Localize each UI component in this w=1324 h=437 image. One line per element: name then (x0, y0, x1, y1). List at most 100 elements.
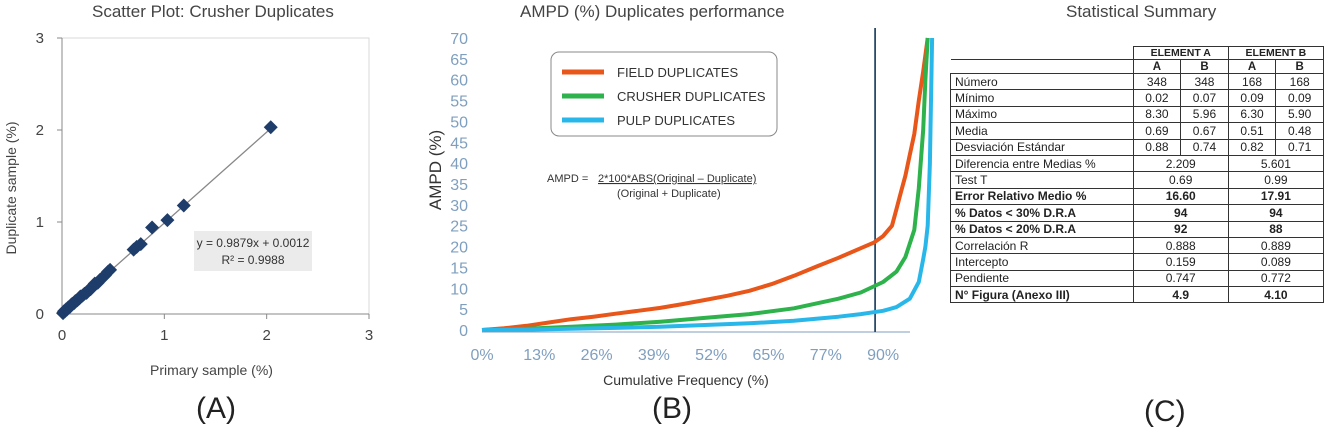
ampd-x-tick-label: 65% (752, 347, 784, 364)
table-cell: 0.48 (1275, 122, 1324, 140)
table-row-label: Mínimo (950, 89, 1134, 107)
table-row-label: Error Relativo Medio % (950, 187, 1134, 206)
table-cell: 4.10 (1227, 286, 1324, 304)
table-row: Diferencia entre Medias % 2.209 5.601 (950, 154, 1324, 173)
ampd-x-tick-label: 90% (867, 347, 899, 364)
table-cell: 5.601 (1227, 154, 1324, 173)
table-row-label: % Datos < 30% D.R.A (950, 204, 1134, 222)
table-row: Máximo 8.30 5.96 6.30 5.90 (950, 105, 1324, 124)
table-row: Media 0.69 0.67 0.51 0.48 (950, 122, 1324, 140)
panel-label-c: (C) (1144, 395, 1186, 428)
table-cell: 0.02 (1132, 89, 1182, 107)
table-row: % Datos < 20% D.R.A 92 88 (950, 220, 1324, 238)
table-cell: 0.09 (1227, 89, 1277, 107)
table-row: Número 348 348 168 168 (950, 72, 1324, 91)
table-cell: 4.9 (1132, 286, 1229, 304)
table-cell: 0.71 (1275, 138, 1324, 156)
scatter-title: Scatter Plot: Crusher Duplicates (92, 2, 334, 21)
table-cell: 0.74 (1180, 138, 1229, 156)
table-cell: 0.089 (1227, 253, 1324, 271)
scatter-x-tick-label: 0 (58, 327, 66, 344)
table-group-header: ELEMENT B (1227, 46, 1324, 60)
stats-title: Statistical Summary (1066, 2, 1217, 21)
ampd-y-axis-label: AMPD (%) (426, 130, 445, 210)
ampd-y-tick-label: 55 (450, 94, 468, 111)
table-cell: 5.90 (1275, 105, 1324, 124)
table-corner-cell (950, 59, 1134, 74)
scatter-y-axis-label: Duplicate sample (%) (3, 121, 19, 254)
table-row-label: N° Figura (Anexo III) (950, 286, 1134, 304)
table-cell: 0.69 (1132, 171, 1229, 189)
scatter-point (133, 237, 148, 252)
scatter-y-tick-label: 1 (36, 214, 44, 231)
scatter-plot: 0 1 2 3 0 1 2 3 y = 0.9879x + 0.0012 R² = 0.9988 P… (3, 30, 373, 378)
ampd-y-tick-label: 50 (450, 114, 468, 131)
panel-label-b: (B) (652, 392, 692, 425)
table-cell: 5.96 (1180, 105, 1229, 124)
table-cell: 0.67 (1180, 122, 1229, 140)
legend-label: PULP DUPLICATES (617, 113, 735, 128)
table-row-label: Máximo (950, 105, 1134, 124)
scatter-y-tick-label: 0 (36, 306, 44, 323)
ampd-series-line (481, 37, 935, 332)
table-row-label: Media (950, 122, 1134, 140)
scatter-x-tick-label: 1 (160, 327, 168, 344)
table-row-label: Test T (950, 171, 1134, 189)
table-cell: 94 (1227, 204, 1324, 222)
scatter-point (263, 120, 278, 135)
ampd-y-tick-label: 5 (459, 302, 468, 319)
ampd-y-tick-label: 0 (459, 323, 468, 340)
table-cell: 168 (1227, 72, 1277, 91)
ampd-x-tick-label: 77% (810, 347, 842, 364)
table-row: Error Relativo Medio % 16.60 17.91 (950, 187, 1324, 206)
table-row-label: Número (950, 72, 1134, 91)
table-row-label: Diferencia entre Medias % (950, 154, 1134, 173)
table-cell: 0.888 (1132, 236, 1229, 255)
table-row: Pendiente 0.747 0.772 (950, 269, 1324, 288)
table-row-label: Intercepto (950, 253, 1134, 271)
ampd-series-line (481, 37, 930, 332)
scatter-y-tick-label: 3 (36, 30, 44, 47)
panel-label-a: (A) (196, 392, 236, 425)
ampd-y-tick-label: 60 (450, 73, 468, 90)
table-cell: 0.889 (1227, 236, 1324, 255)
trendline-equation-box (194, 231, 312, 271)
table-cell: 2.209 (1132, 154, 1229, 173)
table-corner-cell (950, 46, 1134, 60)
ampd-y-tick-label: 35 (450, 177, 468, 194)
ampd-series-line (481, 37, 930, 332)
table-row-label: Correlación R (950, 236, 1134, 255)
r-squared-label: R² = 0.9988 (221, 253, 284, 267)
scatter-point (160, 213, 175, 228)
table-row: Correlación R 0.888 0.889 (950, 236, 1324, 255)
table-subheader: A (1227, 59, 1277, 74)
ampd-formula-numerator: 2*100*ABS(Original – Duplicate) (598, 173, 756, 185)
table-cell: 92 (1132, 220, 1229, 238)
ampd-formula-denominator: (Original + Duplicate) (617, 188, 721, 200)
scatter-point (145, 220, 160, 235)
ampd-x-tick-label: 26% (581, 347, 613, 364)
table-cell: 17.91 (1227, 187, 1324, 206)
table-cell: 348 (1132, 72, 1182, 91)
table-row: Mínimo 0.02 0.07 0.09 0.09 (950, 89, 1324, 107)
trendline-equation: y = 0.9879x + 0.0012 (197, 236, 310, 250)
table-row: Test T 0.69 0.99 (950, 171, 1324, 189)
table-cell: 0.88 (1132, 138, 1182, 156)
ampd-y-tick-label: 25 (450, 219, 468, 236)
table-cell: 0.51 (1227, 122, 1277, 140)
scatter-point (103, 262, 118, 277)
table-cell: 0.99 (1227, 171, 1324, 189)
table-cell: 0.09 (1275, 89, 1324, 107)
table-subheader: B (1275, 59, 1324, 74)
ampd-y-tick-label: 40 (450, 156, 468, 173)
scatter-x-axis-label: Primary sample (%) (150, 362, 273, 378)
scatter-x-tick-label: 3 (365, 327, 373, 344)
table-row: Intercepto 0.159 0.089 (950, 253, 1324, 271)
scatter-point (176, 198, 191, 213)
ampd-plot: 0 5 10 15 20 25 30 35 40 45 50 55 60 65 70 0% 13% 26% 39% 5… (426, 28, 935, 388)
ampd-title: AMPD (%) Duplicates performance (520, 2, 785, 21)
table-cell: 0.69 (1132, 122, 1182, 140)
table-subheader: A (1132, 59, 1182, 74)
ampd-y-tick-label: 30 (450, 198, 468, 215)
